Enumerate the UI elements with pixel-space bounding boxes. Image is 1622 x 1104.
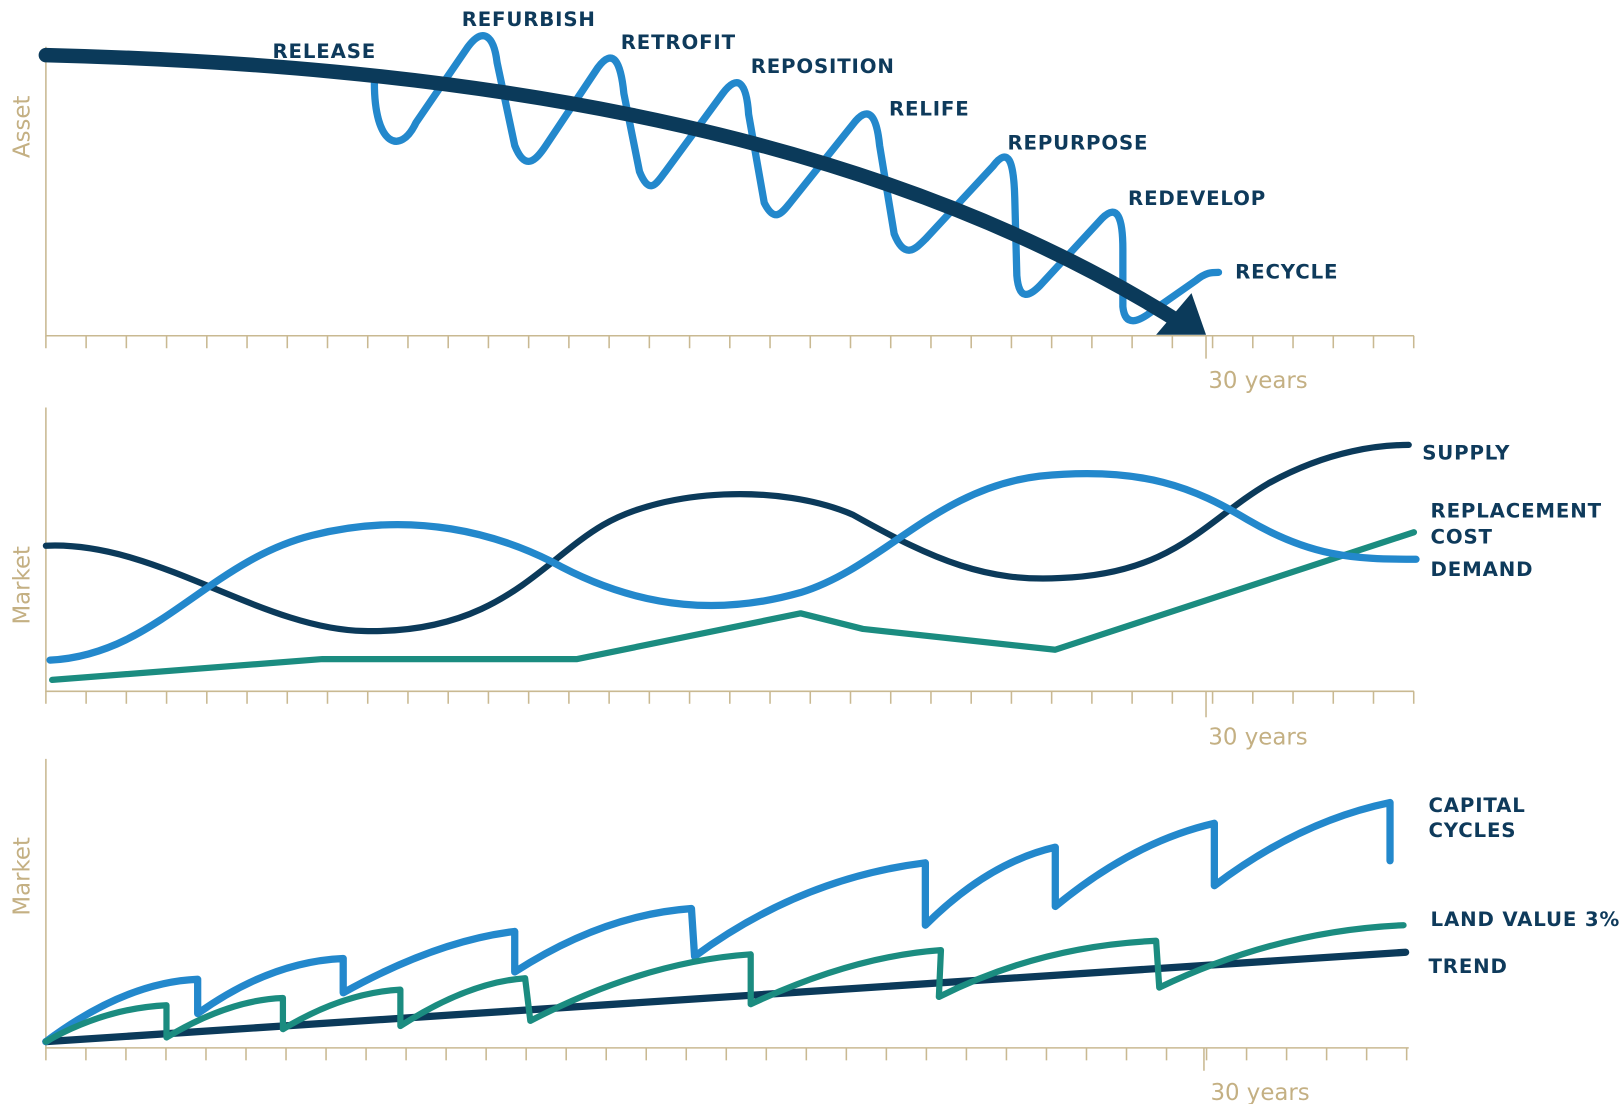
lifecycle-wave (370, 32, 1223, 325)
label: DEMAND (1431, 558, 1534, 581)
label: RELEASE (273, 40, 377, 63)
trend-line (42, 948, 1410, 1046)
label: RELIFE (889, 97, 970, 120)
label: REPLACEMENT (1431, 500, 1602, 523)
axis (45, 46, 1414, 337)
label: CYCLES (1428, 819, 1516, 842)
y-label: Market (10, 546, 36, 625)
capital-cycles-line (42, 798, 1394, 1046)
label: COST (1431, 526, 1493, 549)
y-label: Asset (10, 96, 36, 159)
y-label: Market (10, 837, 36, 916)
asset-panel: Asset 30 years RELEASE REFURBISH RETROFI… (10, 8, 1415, 394)
land-value-line (42, 922, 1407, 1045)
label: RECYCLE (1235, 261, 1338, 284)
x-label: 30 years (1208, 368, 1307, 394)
x-label: 30 years (1208, 724, 1307, 750)
market-panel: Market 30 years SUPPLY REPLACEMENT COST … (10, 407, 1602, 750)
label: CAPITAL (1428, 794, 1525, 817)
replacement-cost-line (49, 529, 1418, 683)
label: REDEVELOP (1128, 187, 1266, 210)
label: TREND (1428, 955, 1507, 978)
arrow-head (1156, 293, 1207, 335)
label: REPOSITION (751, 55, 895, 78)
label: SUPPLY (1422, 441, 1510, 464)
decline-arrow (38, 47, 1191, 332)
label: REFURBISH (462, 8, 596, 31)
label: REPURPOSE (1007, 132, 1148, 155)
axis (45, 758, 1409, 1049)
market-panel: Market 30 years CAPITAL CYCLES LAND VALU… (10, 758, 1621, 1104)
demand-line (46, 470, 1420, 664)
label: LAND VALUE 3% (1431, 908, 1621, 931)
x-label: 30 years (1210, 1080, 1309, 1104)
axis (45, 407, 1414, 693)
label: RETROFIT (621, 31, 736, 54)
supply-line (42, 441, 1412, 635)
